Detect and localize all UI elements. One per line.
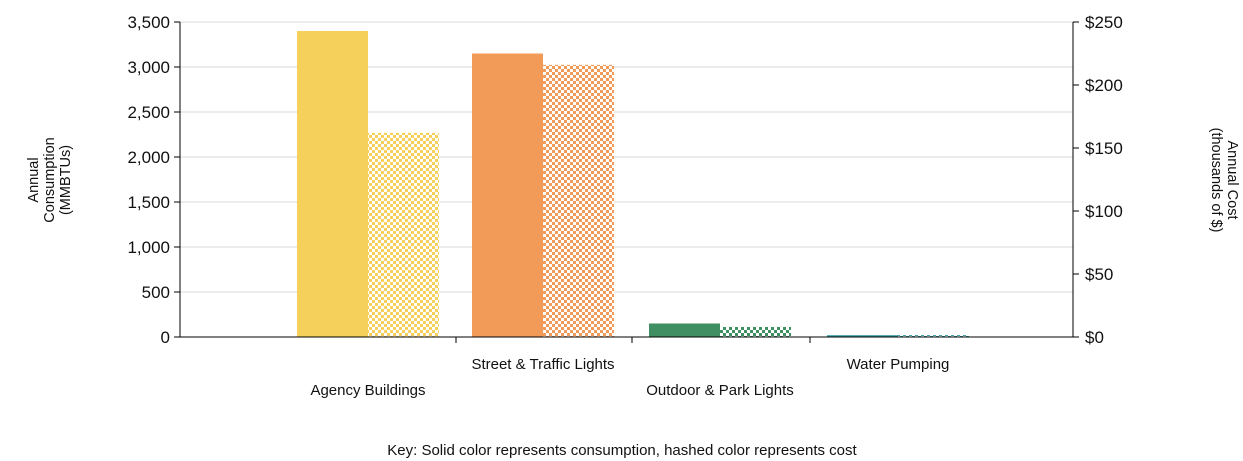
left-tick-label: 1,000	[127, 238, 170, 257]
bar-consumption	[472, 53, 543, 337]
left-axis-title: AnnualConsumption(MMBTUs)	[26, 137, 74, 222]
right-tick-label: $0	[1085, 328, 1104, 347]
right-axis-title-line: Annual Cost	[1224, 141, 1240, 220]
left-tick-label: 1,500	[127, 193, 170, 212]
bar-consumption	[649, 323, 720, 337]
left-tick-label: 3,000	[127, 58, 170, 77]
bar-cost	[898, 335, 969, 337]
bar-cost	[368, 132, 439, 337]
left-axis-title-line: Annual	[26, 157, 42, 202]
category-label: Street & Traffic Lights	[471, 356, 614, 373]
bar-consumption	[827, 335, 898, 337]
right-tick-label: $50	[1085, 265, 1113, 284]
bar-cost	[720, 326, 791, 337]
left-tick-label: 500	[142, 283, 170, 302]
right-tick-label: $150	[1085, 139, 1123, 158]
right-axis-title: Annual Cost(thousands of $)	[1208, 128, 1240, 233]
bar-consumption	[297, 31, 368, 337]
left-tick-label: 2,500	[127, 103, 170, 122]
chart-key-note: Key: Solid color represents consumption,…	[387, 442, 857, 459]
category-label: Agency Buildings	[310, 382, 425, 399]
left-axis-title-line: Consumption	[42, 137, 58, 222]
right-tick-label: $100	[1085, 202, 1123, 221]
category-label: Outdoor & Park Lights	[646, 382, 794, 399]
bar-cost	[543, 64, 614, 337]
left-axis-title-line: (MMBTUs)	[58, 145, 74, 215]
left-tick-label: 0	[161, 328, 170, 347]
right-axis-title-line: (thousands of $)	[1208, 128, 1224, 233]
category-label: Water Pumping	[847, 356, 950, 373]
right-tick-label: $250	[1085, 13, 1123, 32]
left-tick-label: 2,000	[127, 148, 170, 167]
right-tick-label: $200	[1085, 76, 1123, 95]
left-tick-label: 3,500	[127, 13, 170, 32]
